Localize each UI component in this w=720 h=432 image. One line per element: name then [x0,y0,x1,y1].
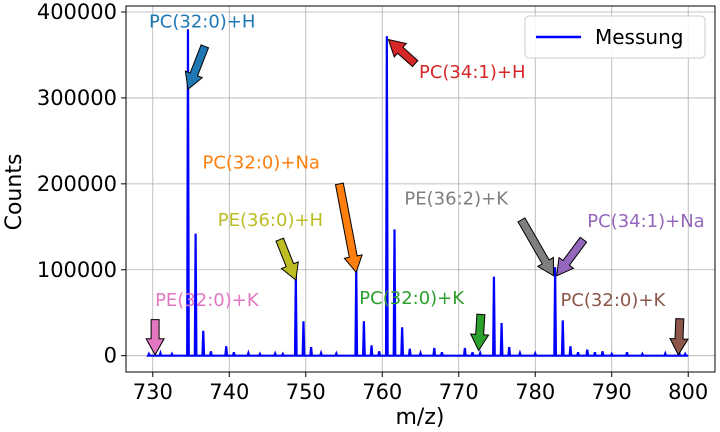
legend-label: Messung [595,25,683,49]
spectrum-line [146,29,689,357]
x-tick-label: 750 [286,380,326,404]
annotation-label: PC(32:0)+K [560,290,666,311]
plot-frame [125,5,716,373]
x-tick-label: 790 [592,380,632,404]
annotation-label: PE(36:2)+K [404,188,509,209]
annotation-label: PC(32:0)+K [359,288,465,309]
annotation-arrow [669,318,689,356]
annotation-arrow [469,313,490,352]
annotation-label: PE(36:0)+H [218,210,323,231]
x-axis-label: m/z) [396,405,445,430]
y-axis-label: Counts [2,154,27,231]
y-tick-label: 100000 [37,258,117,282]
legend: Messung [524,15,706,59]
annotation-label: PC(32:0)+H [149,11,256,32]
annotation-label: PC(34:1)+H [419,62,526,83]
x-tick-label: 730 [133,380,173,404]
x-tick-label: 760 [362,380,402,404]
axis-ticks: 730 740 750 760 770 780 790 800 0 100000 200000 300… [37,0,708,404]
annotation-arrow [556,236,588,277]
x-tick-label: 800 [668,380,708,404]
annotation-arrow [387,38,419,68]
x-tick-label: 770 [439,380,479,404]
annotation-arrow [184,44,210,91]
annotation-arrow [145,319,165,356]
y-tick-label: 300000 [37,86,117,110]
annotation-label: PC(34:1)+Na [587,211,704,232]
y-tick-label: 0 [104,344,117,368]
annotation-label: PE(32:0)+K [155,290,260,311]
annotation-label: PC(32:0)+Na [202,152,319,173]
x-tick-label: 780 [515,380,555,404]
peak-annotations: PC(32:0)+H PC(34:1)+H PC(32:0)+Na PE(36:0)+… [145,11,705,356]
annotation-arrow [275,237,299,282]
y-tick-label: 400000 [37,0,117,24]
annotation-arrow [334,182,363,274]
legend-box [524,15,706,59]
annotation-arrow [517,217,555,277]
x-tick-label: 740 [209,380,249,404]
spectrum-series [146,29,689,357]
y-tick-label: 200000 [37,172,117,196]
